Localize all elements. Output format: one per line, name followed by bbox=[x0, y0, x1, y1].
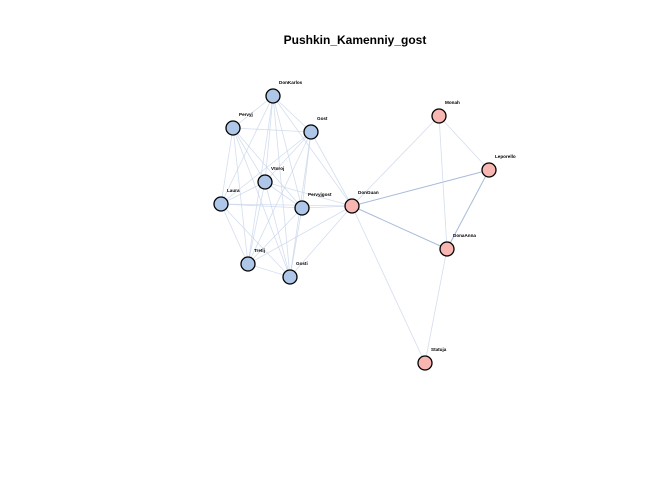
node-circle[interactable] bbox=[431, 108, 447, 124]
edge-Vtoroj-Laura bbox=[220, 181, 266, 205]
edge-Pervyjgost-DonGuan bbox=[301, 205, 353, 209]
node-label: Statuja bbox=[431, 347, 447, 352]
node-Leporello[interactable]: Leporello bbox=[481, 154, 516, 178]
edge-Pervyjgost-Tretij bbox=[247, 207, 303, 265]
edge-DonKarlos-Pervyjgost bbox=[272, 95, 303, 209]
edge-Gost-Tretij bbox=[247, 131, 312, 265]
node-Vtoroj[interactable]: Vtoroj bbox=[257, 166, 284, 190]
node-label: DonaAnna bbox=[453, 233, 476, 238]
edge-Vtoroj-DonGuan bbox=[264, 181, 353, 207]
edge-Laura-Pervyjgost bbox=[220, 203, 303, 209]
edge-Monah-Leporello bbox=[438, 115, 490, 171]
node-circle[interactable] bbox=[240, 256, 256, 272]
node-DonaAnna[interactable]: DonaAnna bbox=[439, 233, 476, 257]
node-label: Gost bbox=[317, 116, 328, 121]
node-label: Pervyjgost bbox=[308, 192, 332, 197]
nodes-layer: DonKarlos Pervyj Gost Vtoroj Laura Pervyjgost… bbox=[213, 80, 516, 371]
node-circle[interactable] bbox=[481, 162, 497, 178]
edge-Pervyj-Laura bbox=[220, 127, 234, 205]
node-label: DonGuan bbox=[358, 190, 379, 195]
node-circle[interactable] bbox=[294, 200, 310, 216]
edge-Pervyj-Pervyjgost bbox=[232, 127, 303, 209]
edge-DonKarlos-Laura bbox=[220, 95, 274, 205]
node-Tretij[interactable]: Tretij bbox=[240, 248, 265, 272]
edge-Pervyj-Gost bbox=[232, 127, 312, 133]
node-DonKarlos[interactable]: DonKarlos bbox=[265, 80, 303, 104]
edge-Gost-Laura bbox=[220, 131, 312, 205]
edge-Monah-DonaAnna bbox=[438, 115, 448, 250]
node-label: Gosti bbox=[296, 261, 308, 266]
node-circle[interactable] bbox=[303, 124, 319, 140]
edge-DonGuan-DonaAnna bbox=[351, 205, 448, 250]
node-circle[interactable] bbox=[265, 88, 281, 104]
edge-Laura-Tretij bbox=[220, 203, 249, 265]
node-label: Monah bbox=[445, 100, 460, 105]
node-Monah[interactable]: Monah bbox=[431, 100, 460, 124]
graph-title: Pushkin_Kamenniy_gost bbox=[284, 33, 427, 47]
edge-Gost-DonGuan bbox=[310, 131, 353, 207]
edge-Pervyj-Tretij bbox=[232, 127, 249, 265]
node-label: Laura bbox=[227, 188, 240, 193]
edges-layer bbox=[220, 95, 490, 364]
node-circle[interactable] bbox=[213, 196, 229, 212]
node-Statuja[interactable]: Statuja bbox=[417, 347, 447, 371]
edge-Gost-Vtoroj bbox=[264, 131, 312, 183]
edge-DonGuan-Monah bbox=[351, 115, 440, 207]
edge-Laura-DonGuan bbox=[220, 203, 353, 207]
node-DonGuan[interactable]: DonGuan bbox=[344, 190, 379, 214]
edge-DonKarlos-Gost bbox=[272, 95, 312, 133]
edge-DonKarlos-DonGuan bbox=[272, 95, 353, 207]
node-label: DonKarlos bbox=[279, 80, 303, 85]
edge-Pervyjgost-Gosti bbox=[289, 207, 303, 278]
node-circle[interactable] bbox=[257, 174, 273, 190]
edge-Laura-Gosti bbox=[220, 203, 291, 278]
node-Gosti[interactable]: Gosti bbox=[282, 261, 308, 285]
edge-Vtoroj-Gosti bbox=[264, 181, 291, 278]
edge-Leporello-DonaAnna bbox=[446, 169, 490, 250]
edge-Gosti-DonGuan bbox=[289, 205, 353, 278]
node-circle[interactable] bbox=[344, 198, 360, 214]
node-label: Leporello bbox=[495, 154, 516, 159]
edge-Vtoroj-Tretij bbox=[247, 181, 266, 265]
node-Pervyjgost[interactable]: Pervyjgost bbox=[294, 192, 332, 216]
node-label: Tretij bbox=[254, 248, 265, 253]
node-Gost[interactable]: Gost bbox=[303, 116, 328, 140]
node-circle[interactable] bbox=[282, 269, 298, 285]
node-circle[interactable] bbox=[439, 241, 455, 257]
node-label: Pervyj bbox=[239, 112, 253, 117]
edge-DonaAnna-Statuja bbox=[424, 248, 448, 364]
edge-Tretij-DonGuan bbox=[247, 205, 353, 265]
node-label: Vtoroj bbox=[271, 166, 284, 171]
node-circle[interactable] bbox=[225, 120, 241, 136]
node-Pervyj[interactable]: Pervyj bbox=[225, 112, 253, 136]
edge-DonGuan-Statuja bbox=[351, 205, 426, 364]
edge-DonKarlos-Pervyj bbox=[232, 95, 274, 129]
edge-DonGuan-Leporello bbox=[351, 169, 490, 207]
edge-Pervyj-Gosti bbox=[232, 127, 291, 278]
node-Laura[interactable]: Laura bbox=[213, 188, 240, 212]
node-circle[interactable] bbox=[417, 355, 433, 371]
